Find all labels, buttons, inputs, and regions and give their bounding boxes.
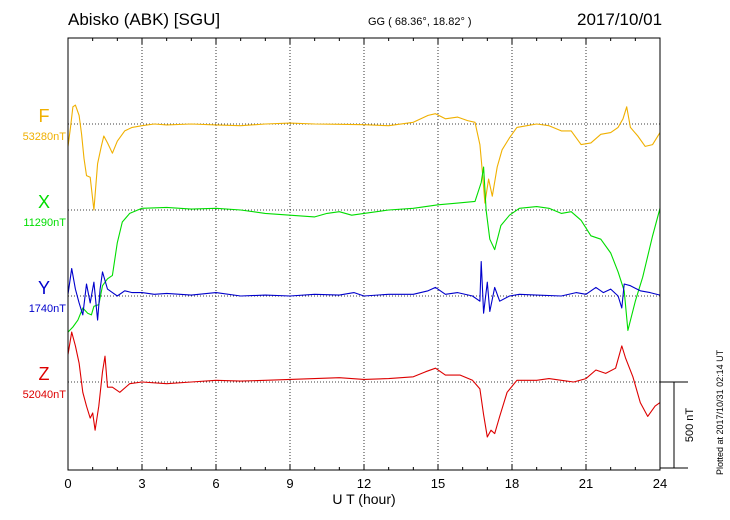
x-tick-label: 15 — [431, 476, 445, 491]
label-layer: 0 3 6 9 12 15 18 21 24 U T (hour) F 53280nT X 11290nT… — [23, 38, 696, 507]
series-line-x — [67, 166, 661, 333]
x-tick-label: 6 — [212, 476, 219, 491]
series-line-y — [67, 261, 661, 321]
series-line-z — [67, 331, 661, 438]
scale-bar-label: 500 nT — [684, 408, 696, 443]
plot-date: 2017/10/01 — [577, 10, 663, 29]
series-baseline-f: 53280nT — [23, 131, 67, 143]
x-tick-label: 12 — [357, 476, 371, 491]
series-name-f: F — [39, 106, 50, 126]
series-name-x: X — [38, 192, 50, 212]
series-line-f — [67, 104, 661, 211]
series-baseline-z: 52040nT — [23, 389, 67, 401]
series-baseline-y: 1740nT — [29, 303, 67, 315]
series-name-y: Y — [38, 278, 50, 298]
x-tick-label: 24 — [653, 476, 667, 491]
x-tick-label: 9 — [286, 476, 293, 491]
x-tick-label: 0 — [64, 476, 71, 491]
x-tick-label: 21 — [579, 476, 593, 491]
series-layer — [67, 104, 661, 438]
station-title: Abisko (ABK) [SGU] — [68, 10, 221, 29]
grid-layer — [68, 38, 660, 470]
x-tick-label: 3 — [138, 476, 145, 491]
geographic-coordinates: GG ( 68.36°, 18.82° ) — [368, 16, 472, 28]
plot-frame — [67, 37, 661, 471]
series-name-z: Z — [39, 364, 50, 384]
x-tick-label: 18 — [505, 476, 519, 491]
x-axis-label: U T (hour) — [332, 491, 395, 507]
series-baseline-x: 11290nT — [23, 217, 66, 229]
